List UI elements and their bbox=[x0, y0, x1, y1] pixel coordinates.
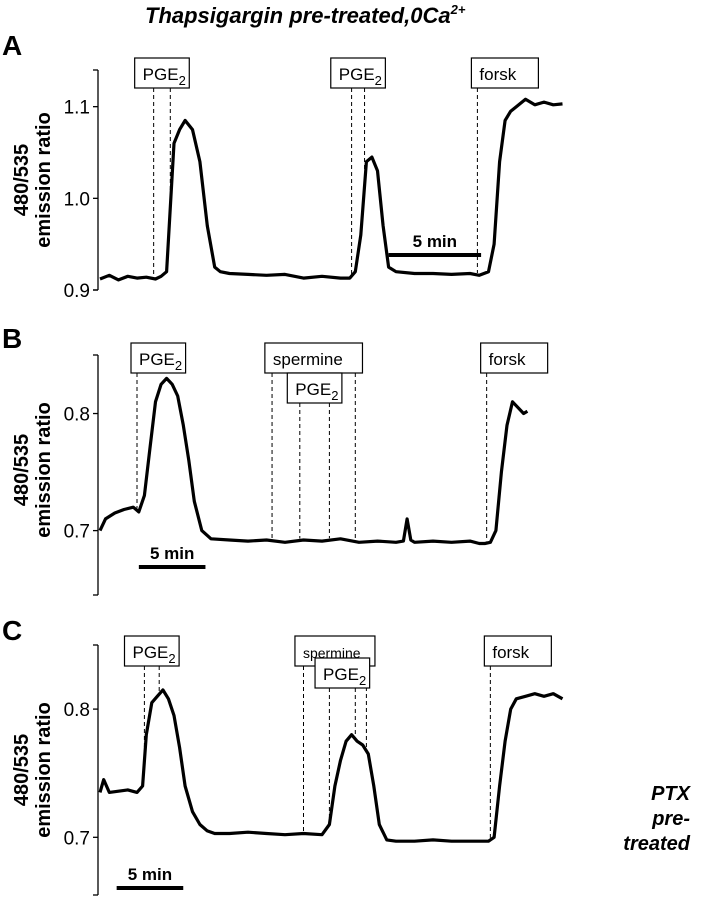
y-axis-label-line1: 480/535 bbox=[11, 734, 33, 806]
panel-letter: B bbox=[2, 323, 22, 354]
marker-label: PGE2 bbox=[139, 350, 182, 373]
marker-label: forsk bbox=[489, 350, 526, 369]
marker-label: PGE2 bbox=[323, 665, 366, 688]
marker-box bbox=[264, 342, 364, 374]
marker-label: spermine bbox=[273, 350, 343, 369]
marker-box bbox=[130, 342, 187, 374]
y-axis-label-line1: 480/535 bbox=[11, 434, 33, 506]
side-note-line: treated bbox=[623, 833, 690, 855]
scale-bar-label: 5 min bbox=[128, 865, 172, 884]
y-tick-label: 0.7 bbox=[64, 828, 90, 849]
y-axis-label-line2: emission ratio bbox=[33, 402, 55, 538]
scale-bar-label: 5 min bbox=[413, 232, 457, 251]
marker-label: PGE2 bbox=[295, 380, 338, 403]
marker-box bbox=[470, 57, 539, 89]
marker-box bbox=[480, 342, 549, 374]
series-trace bbox=[98, 688, 564, 843]
y-tick-label: 0.7 bbox=[64, 522, 90, 543]
y-axis-label-line2: emission ratio bbox=[33, 702, 55, 838]
y-tick-label: 1.1 bbox=[64, 98, 90, 119]
y-axis-label-line1: 480/535 bbox=[11, 144, 33, 216]
marker-box bbox=[123, 635, 180, 667]
marker-label: forsk bbox=[492, 643, 529, 662]
marker-label: forsk bbox=[479, 65, 516, 84]
y-axis-label-line2: emission ratio bbox=[33, 112, 55, 248]
y-tick-label: 0.8 bbox=[64, 700, 90, 721]
side-note-line: PTX bbox=[651, 783, 692, 805]
marker-box bbox=[330, 57, 386, 89]
panel-a: A 480/535 emission ratio 0.9 1.0 1.1 PGE2 PGE2 f… bbox=[2, 30, 563, 302]
y-tick-label: 0.8 bbox=[64, 405, 90, 426]
marker-label: spermine bbox=[303, 645, 361, 661]
panel-letter: C bbox=[2, 615, 22, 646]
y-tick-label: 1.0 bbox=[64, 189, 90, 210]
series-trace bbox=[99, 97, 563, 282]
marker-box bbox=[286, 372, 343, 404]
panel-letter: A bbox=[2, 30, 22, 61]
marker-box bbox=[134, 57, 190, 89]
panel-b: B 480/535 emission ratio 0.7 0.8 PGE2 spermine… bbox=[2, 323, 549, 596]
marker-box bbox=[314, 657, 371, 689]
figure-title: Thapsigargin pre-treated,0Ca2+ bbox=[145, 2, 466, 28]
marker-box bbox=[483, 635, 552, 667]
scale-bar-label: 5 min bbox=[150, 544, 194, 563]
panel-c: C 480/535 emission ratio 0.7 0.8 PGE2 spermine… bbox=[2, 615, 692, 896]
series-trace bbox=[98, 376, 529, 546]
marker-label: PGE2 bbox=[339, 65, 382, 88]
y-tick-label: 0.9 bbox=[64, 281, 90, 302]
marker-label: PGE2 bbox=[133, 643, 176, 666]
side-note-line: pre- bbox=[651, 808, 690, 830]
marker-label: PGE2 bbox=[143, 65, 186, 88]
